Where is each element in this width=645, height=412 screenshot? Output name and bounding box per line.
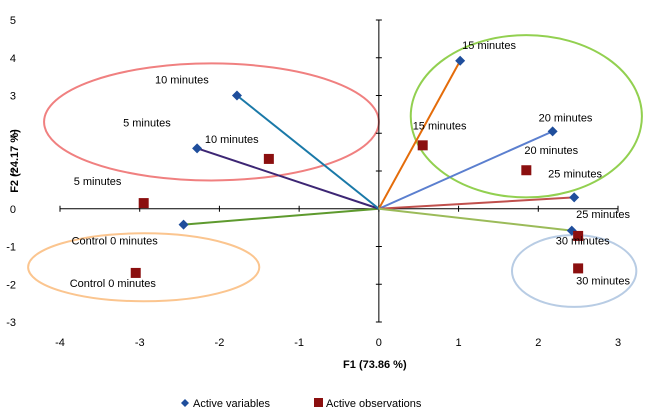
x-tick-label: -2 [215, 337, 225, 349]
observation-point-label: 25 minutes [576, 209, 630, 221]
y-tick-label: 3 [10, 91, 16, 103]
y-tick-label: 4 [10, 53, 16, 65]
observation-point-square [131, 268, 141, 278]
variable-point-label: 30 minutes [556, 236, 610, 248]
y-tick-label: -2 [6, 279, 16, 291]
x-tick-label: 3 [615, 337, 621, 349]
variable-point-label: 20 minutes [539, 112, 593, 124]
vector-line-5 [379, 197, 574, 208]
variable-point-label: 25 minutes [548, 168, 602, 180]
variable-point-diamond [569, 192, 579, 202]
legend-marker-active-variables [181, 399, 189, 407]
observation-point-square [573, 263, 583, 273]
observation-point-label: 30 minutes [576, 275, 630, 287]
vector-line-2 [237, 96, 379, 209]
legend: Active variables Active observations [181, 398, 422, 410]
y-axis-title: F2 (24.17 %) [9, 129, 21, 193]
data-points [131, 56, 583, 278]
variable-point-label: Control 0 minutes [72, 236, 159, 248]
y-tick-label: -1 [6, 242, 16, 254]
legend-label-active-observations: Active observations [326, 398, 422, 410]
observation-point-label: 20 minutes [524, 145, 578, 157]
y-tick-label: 5 [10, 15, 16, 27]
variable-point-label: 5 minutes [123, 117, 171, 129]
observation-point-square [418, 140, 428, 150]
variable-point-diamond [192, 143, 202, 153]
x-tick-label: -4 [55, 337, 65, 349]
x-tick-label: 2 [535, 337, 541, 349]
observation-point-label: 15 minutes [413, 120, 467, 132]
variable-point-diamond [179, 220, 189, 230]
grouping-ellipse-0 [44, 63, 379, 180]
vector-line-6 [379, 209, 572, 231]
observation-point-square [139, 198, 149, 208]
x-axis-title: F1 (73.86 %) [343, 359, 407, 371]
variable-point-label: 10 minutes [155, 75, 209, 87]
vector-line-1 [197, 148, 379, 208]
x-tick-label: -3 [135, 337, 145, 349]
x-tick-label: 0 [376, 337, 382, 349]
vector-line-3 [379, 61, 460, 209]
x-tick-label: 1 [456, 337, 462, 349]
vector-line-0 [184, 209, 379, 225]
variable-point-label: 15 minutes [462, 40, 516, 52]
observation-point-square [264, 154, 274, 164]
y-tick-label: -3 [6, 317, 16, 329]
legend-label-active-variables: Active variables [193, 398, 271, 410]
observation-point-label: 10 minutes [205, 134, 259, 146]
legend-marker-active-observations [314, 398, 323, 407]
x-tick-label: -1 [294, 337, 304, 349]
observation-point-label: 5 minutes [74, 176, 122, 188]
variable-point-diamond [455, 56, 465, 66]
y-tick-label: 0 [10, 204, 16, 216]
variable-point-diamond [548, 126, 558, 136]
observation-point-square [521, 165, 531, 175]
observation-point-label: Control 0 minutes [70, 278, 157, 290]
point-labels: Control 0 minutes 5 minutes 10 minutes 15 m… [70, 40, 631, 290]
